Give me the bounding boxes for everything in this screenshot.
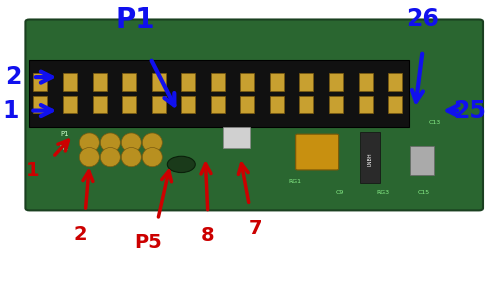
Bar [30, 60, 409, 127]
Text: P1: P1 [60, 131, 68, 137]
Bar [410, 146, 434, 175]
Text: 2: 2 [74, 225, 87, 244]
Bar [122, 96, 136, 113]
Bar [34, 73, 48, 91]
Text: RG3: RG3 [376, 189, 389, 195]
Ellipse shape [142, 133, 163, 152]
Text: C13: C13 [429, 120, 441, 125]
Ellipse shape [122, 148, 142, 167]
Bar [300, 96, 314, 113]
Text: 25: 25 [454, 99, 486, 123]
FancyBboxPatch shape [26, 19, 483, 210]
Bar [92, 73, 106, 91]
Text: P5: P5 [134, 233, 162, 253]
Bar [240, 96, 254, 113]
Text: 8: 8 [201, 226, 214, 245]
Text: 26: 26 [406, 7, 439, 31]
Text: C15: C15 [418, 189, 430, 195]
Bar [211, 73, 224, 91]
Bar [270, 96, 284, 113]
Ellipse shape [122, 133, 142, 152]
FancyBboxPatch shape [296, 134, 339, 170]
Bar [240, 73, 254, 91]
Bar [34, 96, 48, 113]
Ellipse shape [80, 133, 100, 152]
Bar [358, 73, 372, 91]
Bar [300, 73, 314, 91]
Bar [388, 73, 402, 91]
Bar [181, 96, 195, 113]
Bar [92, 96, 106, 113]
Ellipse shape [100, 148, 120, 167]
Bar [181, 73, 195, 91]
Text: 7: 7 [248, 219, 262, 238]
Bar [152, 96, 166, 113]
Bar [388, 96, 402, 113]
Text: 1: 1 [2, 99, 18, 123]
Text: LNBH: LNBH [368, 152, 372, 166]
Bar [122, 73, 136, 91]
Bar [270, 73, 284, 91]
Bar [63, 96, 77, 113]
Text: R2: R2 [60, 146, 69, 151]
Text: RG1: RG1 [288, 179, 302, 184]
Text: P1: P1 [116, 6, 155, 34]
Circle shape [168, 156, 196, 173]
Bar [358, 96, 372, 113]
Ellipse shape [100, 133, 120, 152]
Bar [222, 127, 250, 148]
Text: C9: C9 [336, 189, 344, 195]
Text: 2: 2 [4, 65, 21, 89]
Bar [329, 73, 343, 91]
Ellipse shape [142, 148, 163, 167]
Bar [152, 73, 166, 91]
Bar [211, 96, 224, 113]
Bar [329, 96, 343, 113]
Ellipse shape [80, 148, 100, 167]
Bar [63, 73, 77, 91]
Text: 1: 1 [26, 161, 40, 180]
Bar [360, 132, 380, 183]
